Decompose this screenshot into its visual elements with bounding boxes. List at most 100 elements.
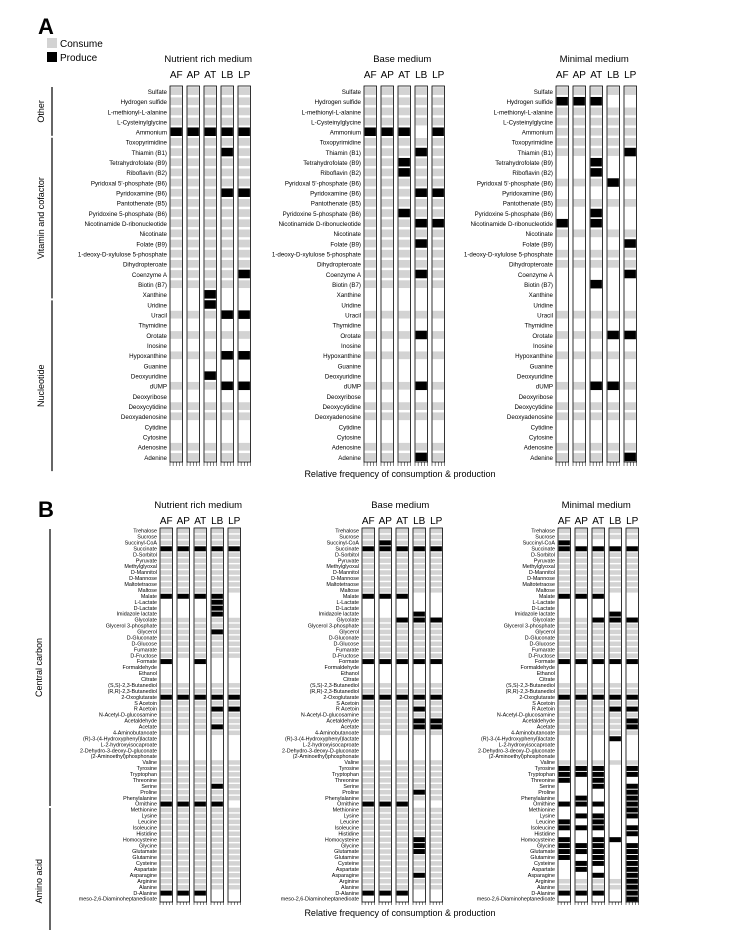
consume-cell: [396, 683, 408, 688]
consume-cell: [194, 813, 206, 819]
produce-cell: [221, 127, 233, 136]
produce-cell: [575, 694, 587, 700]
row-label: Serine: [343, 784, 359, 790]
column-header: AT: [396, 516, 408, 527]
row-label: N-Acetyl-D-glucosamine: [497, 713, 555, 719]
consume-cell: [362, 783, 374, 789]
consume-cell: [413, 558, 425, 563]
produce-cell: [624, 269, 636, 279]
consume-cell: [396, 855, 408, 860]
consume-cell: [170, 209, 182, 217]
produce-cell: [194, 546, 206, 552]
row-label: Riboflavin (B2): [126, 170, 167, 177]
row-label: 4-Aminobutanoate: [113, 730, 157, 736]
consume-cell: [364, 259, 376, 268]
row-label: Methionine: [131, 808, 157, 814]
consume-cell: [362, 623, 374, 629]
row-label: Pantothenate (B5): [311, 201, 361, 208]
consume-cell: [592, 641, 604, 647]
consume-cell: [607, 107, 619, 116]
consume-cell: [432, 453, 444, 461]
consume-cell: [415, 168, 427, 177]
consume-cell: [228, 766, 240, 771]
consume-cell: [194, 819, 206, 825]
consume-cell: [575, 760, 587, 765]
consume-cell: [558, 706, 570, 712]
produce-cell: [592, 659, 604, 665]
consume-cell: [160, 617, 172, 623]
row-label: Glutamate: [530, 849, 555, 855]
consume-cell: [362, 789, 374, 795]
row-label: Adenine: [338, 455, 361, 462]
produce-cell: [396, 546, 408, 552]
consume-cell: [396, 588, 408, 593]
consume-cell: [204, 381, 216, 390]
row-label: Glycerol 3-phosphate: [308, 624, 359, 630]
consume-cell: [177, 552, 189, 557]
consume-cell: [396, 564, 408, 569]
consume-cell: [626, 558, 638, 563]
consume-cell: [170, 158, 182, 167]
consume-cell: [609, 683, 621, 688]
consume-cell: [379, 576, 391, 581]
row-label: D-Gluconate: [127, 635, 157, 641]
consume-cell: [170, 178, 182, 187]
consume-cell: [624, 107, 636, 116]
legend: Consume Produce: [47, 38, 103, 64]
consume-cell: [624, 351, 636, 360]
consume-cell: [396, 813, 408, 819]
consume-cell: [590, 138, 602, 146]
consume-cell: [624, 259, 636, 268]
consume-cell: [592, 582, 604, 587]
row-label: D-Mannitol: [131, 570, 157, 576]
consume-cell: [170, 259, 182, 268]
consume-cell: [396, 534, 408, 540]
consume-cell: [194, 730, 206, 736]
consume-cell: [160, 825, 172, 831]
consume-cell: [609, 582, 621, 587]
consume-cell: [177, 576, 189, 581]
row-label: Deoxyadenosine: [315, 414, 362, 421]
row-label: D-Lactate: [532, 606, 555, 612]
consume-cell: [364, 270, 376, 278]
consume-cell: [211, 789, 223, 795]
consume-cell: [558, 629, 570, 635]
consume-cell: [607, 442, 619, 451]
consume-cell: [430, 873, 442, 878]
consume-cell: [204, 412, 216, 421]
consume-cell: [413, 861, 425, 866]
consume-cell: [187, 97, 199, 106]
consume-cell: [211, 884, 223, 890]
consume-cell: [396, 712, 408, 718]
row-label: Inosine: [341, 343, 362, 350]
consume-cell: [556, 117, 568, 126]
consume-cell: [590, 453, 602, 461]
consume-cell: [398, 453, 410, 461]
consume-cell: [364, 148, 376, 156]
consume-cell: [211, 855, 223, 860]
consume-cell: [558, 760, 570, 765]
row-label: meso-2,6-Diaminoheptanedioate: [79, 897, 157, 903]
consume-cell: [381, 270, 393, 278]
consume-cell: [362, 700, 374, 706]
consume-cell: [177, 778, 189, 783]
consume-cell: [609, 700, 621, 706]
consume-cell: [413, 623, 425, 629]
consume-cell: [607, 199, 619, 207]
row-label: Nicotinate: [525, 231, 553, 238]
row-label: Deoxyribose: [133, 394, 168, 401]
row-label: (R)-3-(4-Hydroxyphenyl)lactate: [481, 736, 555, 742]
column-header: AP: [177, 516, 191, 527]
row-label: Fumarate: [336, 647, 359, 653]
produce-cell: [626, 872, 638, 878]
consume-cell: [396, 629, 408, 635]
row-label: Deoxyuridine: [131, 373, 168, 380]
consume-cell: [379, 558, 391, 563]
consume-cell: [379, 683, 391, 688]
produce-cell: [228, 706, 240, 712]
consume-cell: [211, 582, 223, 587]
consume-cell: [194, 629, 206, 635]
produce-cell: [238, 381, 250, 391]
consume-cell: [415, 87, 427, 95]
row-label: Maltotetraose: [522, 582, 555, 588]
